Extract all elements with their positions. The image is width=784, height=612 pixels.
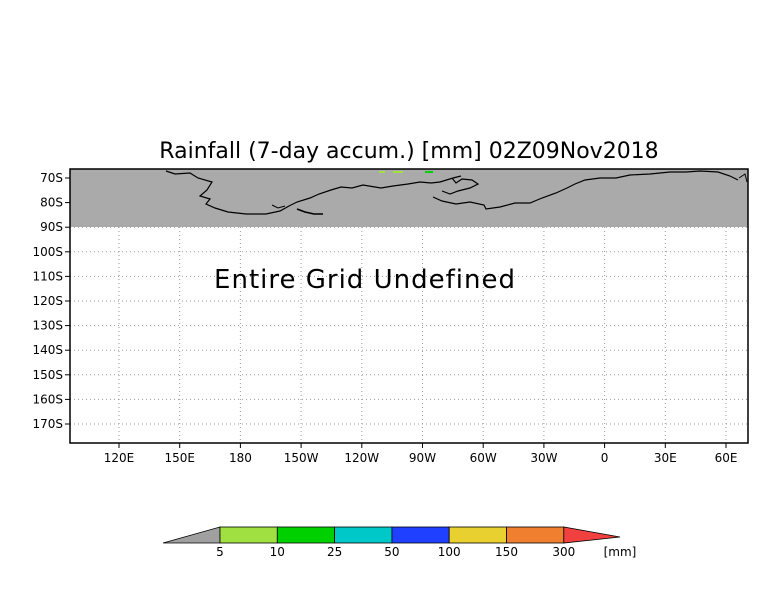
coastline xyxy=(165,170,462,215)
map-title: Rainfall (7-day accum.) [mm] 02Z09Nov201… xyxy=(159,139,658,164)
colorbar-bin xyxy=(391,526,450,544)
lat-label: 140S xyxy=(32,343,63,357)
lon-label: 60E xyxy=(715,451,738,465)
colorbar-bin xyxy=(506,526,565,544)
lat-label: 160S xyxy=(32,392,63,406)
lon-label: 30W xyxy=(530,451,557,465)
rain-cell xyxy=(393,171,403,173)
colorbar-label: 300 xyxy=(552,545,575,559)
lat-label: 150S xyxy=(32,368,63,382)
colorbar-label: 5 xyxy=(216,545,224,559)
lon-label: 90W xyxy=(409,451,436,465)
plot-area: 70S 80S 90S 100S 110S 120S 130S 140S 150S 160S 170… xyxy=(32,168,749,465)
lat-label: 90S xyxy=(40,220,63,234)
lon-label: 120W xyxy=(344,451,379,465)
lat-label: 100S xyxy=(32,245,63,259)
polar-mask xyxy=(70,169,748,227)
gridlines xyxy=(70,226,748,443)
colorbar-bin xyxy=(219,526,278,544)
colorbar-unit: [mm] xyxy=(604,545,637,559)
lon-label: 120E xyxy=(104,451,135,465)
coastline-tip xyxy=(738,173,748,183)
lat-label: 70S xyxy=(40,171,63,185)
colorbar-label: 100 xyxy=(438,545,461,559)
lon-label: 0 xyxy=(601,451,609,465)
colorbar-bin xyxy=(448,526,507,544)
lon-label: 180 xyxy=(229,451,252,465)
colorbar-bin xyxy=(334,526,393,544)
lon-label: 30E xyxy=(654,451,677,465)
lat-label: 80S xyxy=(40,196,63,210)
lon-label: 150W xyxy=(284,451,319,465)
lat-label: 110S xyxy=(32,269,63,283)
lat-label: 120S xyxy=(32,294,63,308)
plot-frame xyxy=(69,168,749,444)
lon-label: 150E xyxy=(164,451,195,465)
colorbar-label: 25 xyxy=(327,545,342,559)
coastline-east xyxy=(432,170,739,210)
rain-cell xyxy=(425,171,433,173)
rain-cell xyxy=(379,171,385,173)
coastline-island xyxy=(271,204,286,209)
undefined-message: Entire Grid Undefined xyxy=(214,265,516,295)
coastline-bay xyxy=(441,177,480,195)
colorbar-bin xyxy=(276,526,335,544)
axis-ticks: 70S 80S 90S 100S 110S 120S 130S 140S 150S 160S 170… xyxy=(32,171,737,465)
lat-label: 130S xyxy=(32,319,63,333)
colorbar-label: 10 xyxy=(270,545,285,559)
lat-label: 170S xyxy=(32,417,63,431)
coastline-peninsula xyxy=(296,208,323,215)
colorbar-label: 150 xyxy=(495,545,518,559)
lon-label: 60W xyxy=(470,451,497,465)
colorbar: 5 10 25 50 100 150 300 [mm] xyxy=(162,526,637,559)
colorbar-label: 50 xyxy=(384,545,399,559)
colorbar-under-triangle xyxy=(162,526,221,544)
colorbar-over-triangle xyxy=(563,526,621,544)
